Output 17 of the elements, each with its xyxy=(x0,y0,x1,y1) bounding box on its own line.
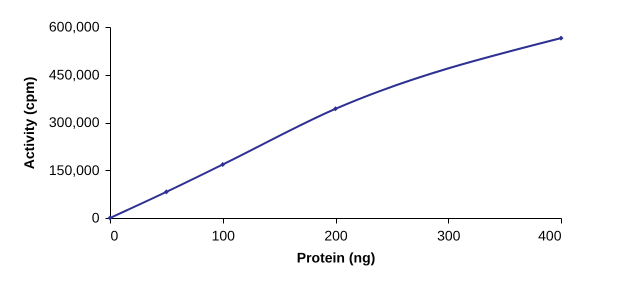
x-tick-label: 0 xyxy=(110,228,118,244)
y-tick-label: 150,000 xyxy=(48,162,100,178)
point xyxy=(333,106,338,112)
y-tick-label: 0 xyxy=(92,210,100,226)
point xyxy=(220,162,226,168)
y-tick-label: 450,000 xyxy=(48,66,100,82)
point xyxy=(164,189,169,194)
x-tick-label: 300 xyxy=(437,228,461,244)
y-axis-title: Activity (cpm) xyxy=(20,76,37,170)
x-tick-label: 100 xyxy=(212,228,236,244)
y-tick-label: 600,000 xyxy=(48,18,100,34)
point xyxy=(108,216,112,220)
y-tick-label: 300,000 xyxy=(48,114,100,130)
x-tick-label: 200 xyxy=(324,228,348,244)
point xyxy=(558,36,564,41)
x-axis-title: Protein (ng) xyxy=(296,250,376,266)
x-tick-label: 400 xyxy=(538,228,562,244)
